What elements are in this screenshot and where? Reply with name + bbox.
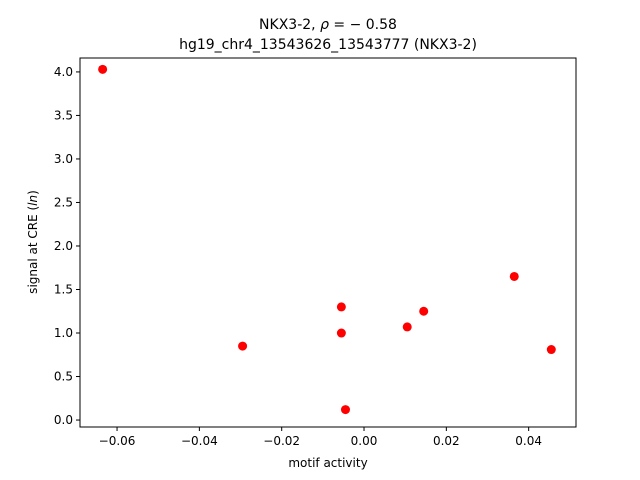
y-tick-label: 4.0	[54, 65, 73, 79]
y-tick-label: 1.5	[54, 282, 73, 296]
data-points	[98, 64, 556, 415]
x-axis-ticks: −0.06 −0.04 −0.02 0.00 0.02 0.04	[99, 427, 542, 448]
y-tick-label: 0.5	[54, 370, 73, 384]
data-point	[98, 64, 108, 74]
y-axis-ticks: 0.0 0.5 1.0 1.5 2.0 2.5 3.0 3.5 4.0	[54, 65, 80, 427]
data-point	[336, 302, 346, 312]
x-tick-label: −0.02	[263, 434, 300, 448]
data-point	[509, 271, 519, 281]
y-axis-label: signal at CRE (ln)	[26, 190, 40, 294]
data-point	[546, 345, 556, 355]
y-tick-label: 3.5	[54, 108, 73, 122]
plot-area-frame	[79, 57, 577, 428]
chart-title-line2: hg19_chr4_13543626_13543777 (NKX3-2)	[179, 37, 477, 53]
data-point	[402, 322, 412, 332]
y-tick-label: 2.0	[54, 239, 73, 253]
data-point	[238, 341, 248, 351]
data-point	[336, 328, 346, 338]
x-tick-label: 0.04	[515, 434, 542, 448]
y-tick-label: 2.5	[54, 195, 73, 209]
chart-title-line1: NKX3-2, ρ = − 0.58	[259, 17, 397, 33]
x-axis-label: motif activity	[288, 456, 367, 470]
x-tick-label: −0.06	[99, 434, 136, 448]
y-tick-label: 3.0	[54, 152, 73, 166]
data-point	[419, 306, 429, 316]
y-tick-label: 1.0	[54, 326, 73, 340]
data-point	[340, 405, 350, 415]
x-tick-label: 0.02	[433, 434, 460, 448]
y-tick-label: 0.0	[54, 413, 73, 427]
x-tick-label: −0.04	[181, 434, 218, 448]
x-tick-label: 0.00	[351, 434, 378, 448]
